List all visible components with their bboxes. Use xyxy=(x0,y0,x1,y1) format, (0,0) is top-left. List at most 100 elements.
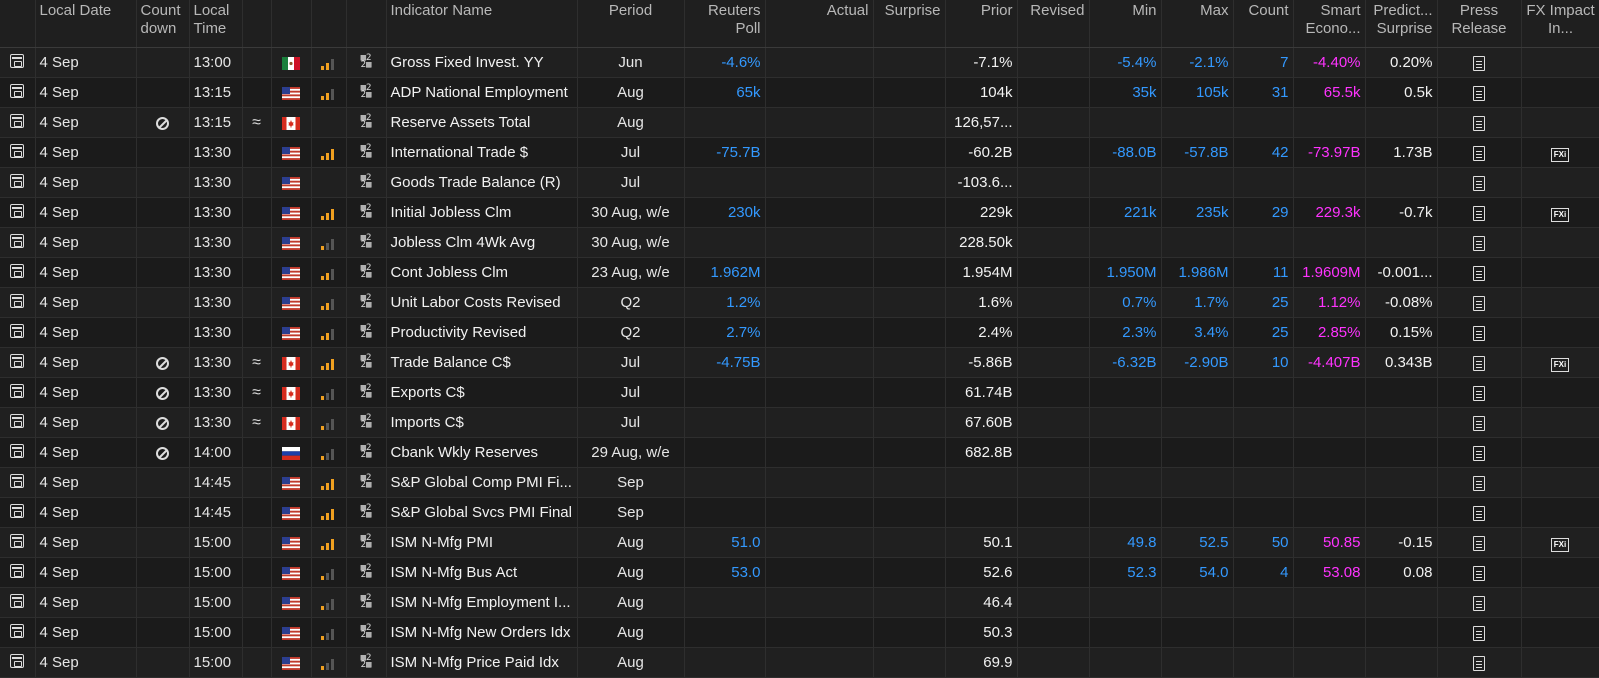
press-release-cell[interactable] xyxy=(1437,587,1522,618)
header-actual[interactable]: Actual xyxy=(765,0,874,48)
category-icon[interactable]: ▦2 2▦ xyxy=(360,263,372,280)
press-release-cell[interactable] xyxy=(1437,137,1522,168)
document-icon[interactable] xyxy=(1473,565,1485,581)
category-icon[interactable]: ▦2 2▦ xyxy=(360,563,372,580)
fx-impact-icon[interactable]: FXi xyxy=(1550,357,1570,372)
calendar-icon[interactable] xyxy=(10,53,25,68)
category-cell[interactable]: ▦2 2▦ xyxy=(346,257,387,288)
category-cell[interactable]: ▦2 2▦ xyxy=(346,437,387,468)
calendar-cell[interactable] xyxy=(0,197,36,228)
header-count[interactable]: Count xyxy=(1233,0,1294,48)
header-smart-econ[interactable]: Smart Econo... xyxy=(1293,0,1366,48)
header-local-date[interactable]: Local Date xyxy=(35,0,137,48)
document-icon[interactable] xyxy=(1473,295,1485,311)
header-predict-surprise[interactable]: Predict... Surprise xyxy=(1365,0,1438,48)
header-reuters-poll[interactable]: Reuters Poll xyxy=(684,0,766,48)
document-icon[interactable] xyxy=(1473,385,1485,401)
calendar-icon[interactable] xyxy=(10,113,25,128)
table-row[interactable]: 4 Sep 15:00 ▦2 2▦ ISM N-Mfg Price Paid Idx Au… xyxy=(0,647,1599,678)
category-icon[interactable]: ▦2 2▦ xyxy=(360,533,372,550)
table-row[interactable]: 4 Sep 13:30 ≈ ▦2 2▦ Trade Balance C$ Jul -4.75B… xyxy=(0,347,1599,378)
calendar-icon[interactable] xyxy=(10,203,25,218)
fx-impact-cell[interactable]: FXi xyxy=(1521,197,1599,228)
category-cell[interactable]: ▦2 2▦ xyxy=(346,47,387,78)
indicator-name-cell[interactable]: Productivity Revised xyxy=(386,317,578,348)
category-icon[interactable]: ▦2 2▦ xyxy=(360,323,372,340)
document-icon[interactable] xyxy=(1473,115,1485,131)
table-row[interactable]: 4 Sep 13:15 ▦2 2▦ ADP National Employment Aug… xyxy=(0,77,1599,108)
calendar-cell[interactable] xyxy=(0,497,36,528)
indicator-name-cell[interactable]: S&P Global Svcs PMI Final xyxy=(386,497,578,528)
indicator-name-cell[interactable]: Unit Labor Costs Revised xyxy=(386,287,578,318)
fx-impact-cell[interactable]: FXi xyxy=(1521,527,1599,558)
category-cell[interactable]: ▦2 2▦ xyxy=(346,647,387,678)
calendar-cell[interactable] xyxy=(0,227,36,258)
press-release-cell[interactable] xyxy=(1437,647,1522,678)
category-icon[interactable]: ▦2 2▦ xyxy=(360,443,372,460)
calendar-icon[interactable] xyxy=(10,653,25,668)
calendar-cell[interactable] xyxy=(0,137,36,168)
table-row[interactable]: 4 Sep 13:30 ≈ ▦2 2▦ Imports C$ Jul 67.60B xyxy=(0,407,1599,438)
category-icon[interactable]: ▦2 2▦ xyxy=(360,53,372,70)
category-icon[interactable]: ▦2 2▦ xyxy=(360,383,372,400)
document-icon[interactable] xyxy=(1473,505,1485,521)
calendar-icon[interactable] xyxy=(10,143,25,158)
calendar-cell[interactable] xyxy=(0,257,36,288)
document-icon[interactable] xyxy=(1473,175,1485,191)
document-icon[interactable] xyxy=(1473,475,1485,491)
calendar-icon[interactable] xyxy=(10,473,25,488)
document-icon[interactable] xyxy=(1473,655,1485,671)
press-release-cell[interactable] xyxy=(1437,227,1522,258)
press-release-cell[interactable] xyxy=(1437,257,1522,288)
document-icon[interactable] xyxy=(1473,55,1485,71)
table-row[interactable]: 4 Sep 15:00 ▦2 2▦ ISM N-Mfg Bus Act Aug 53.0 52… xyxy=(0,557,1599,588)
category-cell[interactable]: ▦2 2▦ xyxy=(346,137,387,168)
calendar-icon[interactable] xyxy=(10,323,25,338)
calendar-icon[interactable] xyxy=(10,233,25,248)
calendar-icon[interactable] xyxy=(10,413,25,428)
press-release-cell[interactable] xyxy=(1437,467,1522,498)
category-cell[interactable]: ▦2 2▦ xyxy=(346,167,387,198)
press-release-cell[interactable] xyxy=(1437,107,1522,138)
indicator-name-cell[interactable]: Cont Jobless Clm xyxy=(386,257,578,288)
header-fx-impact[interactable]: FX Impact In... xyxy=(1521,0,1599,48)
document-icon[interactable] xyxy=(1473,445,1485,461)
category-cell[interactable]: ▦2 2▦ xyxy=(346,407,387,438)
calendar-cell[interactable] xyxy=(0,587,36,618)
table-row[interactable]: 4 Sep 15:00 ▦2 2▦ ISM N-Mfg Employment I... A… xyxy=(0,587,1599,618)
document-icon[interactable] xyxy=(1473,625,1485,641)
fx-impact-cell[interactable]: FXi xyxy=(1521,347,1599,378)
indicator-name-cell[interactable]: ISM N-Mfg Price Paid Idx xyxy=(386,647,578,678)
category-cell[interactable]: ▦2 2▦ xyxy=(346,497,387,528)
indicator-name-cell[interactable]: Imports C$ xyxy=(386,407,578,438)
header-surprise[interactable]: Surprise xyxy=(873,0,946,48)
calendar-cell[interactable] xyxy=(0,407,36,438)
header-country[interactable] xyxy=(271,0,312,48)
calendar-icon[interactable] xyxy=(10,293,25,308)
table-row[interactable]: 4 Sep 14:45 ▦2 2▦ S&P Global Svcs PMI Final S… xyxy=(0,497,1599,528)
category-icon[interactable]: ▦2 2▦ xyxy=(360,473,372,490)
header-calendar[interactable] xyxy=(0,0,36,48)
document-icon[interactable] xyxy=(1473,205,1485,221)
category-cell[interactable]: ▦2 2▦ xyxy=(346,347,387,378)
category-icon[interactable]: ▦2 2▦ xyxy=(360,143,372,160)
header-category[interactable] xyxy=(346,0,387,48)
document-icon[interactable] xyxy=(1473,235,1485,251)
indicator-name-cell[interactable]: Gross Fixed Invest. YY xyxy=(386,47,578,78)
document-icon[interactable] xyxy=(1473,355,1485,371)
category-cell[interactable]: ▦2 2▦ xyxy=(346,587,387,618)
table-row[interactable]: 4 Sep 13:30 ▦2 2▦ International Trade $ Jul -7… xyxy=(0,137,1599,168)
indicator-name-cell[interactable]: Trade Balance C$ xyxy=(386,347,578,378)
press-release-cell[interactable] xyxy=(1437,617,1522,648)
category-cell[interactable]: ▦2 2▦ xyxy=(346,197,387,228)
press-release-cell[interactable] xyxy=(1437,377,1522,408)
header-indicator-name[interactable]: Indicator Name xyxy=(386,0,578,48)
calendar-icon[interactable] xyxy=(10,173,25,188)
table-row[interactable]: 4 Sep 14:00 ▦2 2▦ Cbank Wkly Reserves 29 Aug,… xyxy=(0,437,1599,468)
calendar-cell[interactable] xyxy=(0,467,36,498)
category-icon[interactable]: ▦2 2▦ xyxy=(360,503,372,520)
indicator-name-cell[interactable]: Exports C$ xyxy=(386,377,578,408)
table-row[interactable]: 4 Sep 13:30 ▦2 2▦ Cont Jobless Clm 23 Aug, w/… xyxy=(0,257,1599,288)
press-release-cell[interactable] xyxy=(1437,287,1522,318)
header-press-release[interactable]: Press Release xyxy=(1437,0,1522,48)
